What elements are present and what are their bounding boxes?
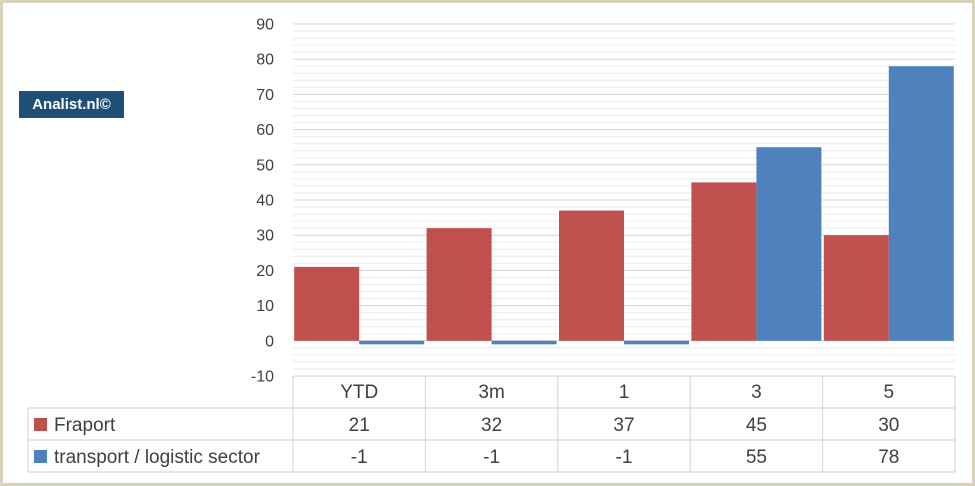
bar-sector-2 — [624, 340, 689, 345]
bar-sector-1 — [491, 340, 557, 345]
y-tick-label: -10 — [251, 369, 274, 386]
legend-label: transport / logistic sector — [54, 447, 261, 468]
data-label: 45 — [746, 415, 767, 436]
y-axis: -10 0 10 20 30 40 50 60 70 80 90 — [251, 17, 274, 386]
data-label: 37 — [613, 415, 634, 436]
data-label: 21 — [349, 415, 370, 436]
legend-label: Fraport — [54, 415, 116, 436]
legend-swatch — [34, 418, 47, 431]
y-tick-label: 40 — [256, 193, 274, 210]
bar-fraport-3 — [691, 182, 757, 341]
bar-fraport-0 — [294, 266, 360, 341]
x-tick-label: 1 — [619, 382, 630, 403]
y-tick-label: 10 — [256, 298, 274, 315]
data-label: 55 — [746, 447, 767, 468]
x-tick-label: 5 — [884, 382, 895, 403]
y-tick-label: 90 — [256, 17, 274, 34]
x-tick-label: YTD — [340, 382, 378, 403]
y-tick-label: 80 — [256, 52, 274, 69]
x-tick-label: 3 — [751, 382, 762, 403]
bar-fraport-2 — [559, 210, 624, 341]
y-tick-label: 0 — [265, 333, 274, 350]
y-tick-label: 70 — [256, 87, 274, 104]
bar-sector-3 — [756, 147, 822, 341]
data-label: -1 — [483, 447, 500, 468]
data-label: -1 — [616, 447, 633, 468]
y-tick-label: 30 — [256, 228, 274, 245]
watermark-logo: Analist.nl© — [19, 91, 124, 118]
data-label: -1 — [351, 447, 368, 468]
data-label: 78 — [878, 447, 899, 468]
bar-fraport-4 — [823, 235, 889, 341]
y-tick-label: 50 — [256, 157, 274, 174]
x-tick-label: 3m — [478, 382, 504, 403]
bar-sector-4 — [888, 66, 954, 341]
y-tick-label: 60 — [256, 122, 274, 139]
data-label: 32 — [481, 415, 502, 436]
bar-fraport-1 — [426, 228, 492, 341]
data-label: 30 — [878, 415, 899, 436]
bars — [294, 66, 954, 345]
bar-sector-0 — [359, 340, 425, 345]
legend-swatch — [34, 450, 47, 463]
data-table: YTD 3m 1 3 5 Fraport 21 32 37 45 30 transport / log… — [27, 375, 956, 473]
y-tick-label: 20 — [256, 263, 274, 280]
